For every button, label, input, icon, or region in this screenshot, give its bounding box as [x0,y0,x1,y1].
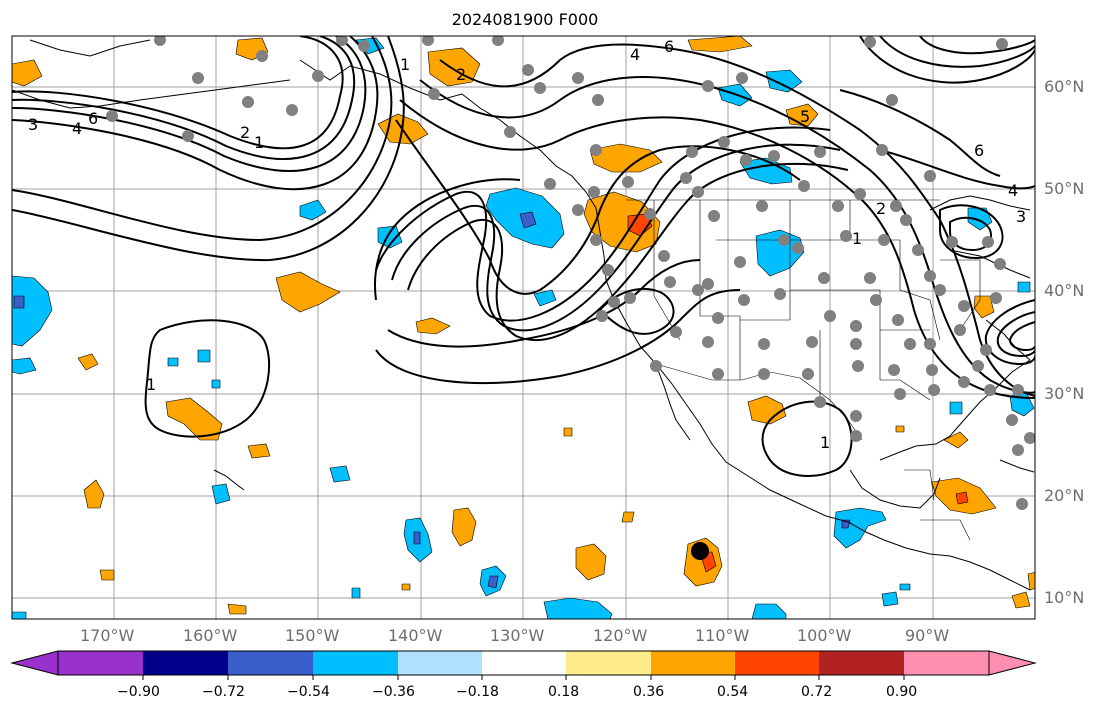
lon-label: 110°W [695,626,750,645]
lat-label: 20°N [1044,486,1085,505]
colorbar-tick-label: 0.36 [633,684,665,700]
contour-label: 2 [876,199,886,218]
station-markers [106,36,1035,510]
contour-label: 6 [664,37,674,56]
highlight-marker [691,542,709,560]
colorbar-tick-label: 0.72 [801,684,833,700]
lat-label: 60°N [1044,77,1085,96]
colorbar-extend-min [10,650,59,676]
lat-label: 10°N [1044,588,1085,607]
contour-label: 3 [28,115,38,134]
contour-label: 1 [400,55,410,74]
contour-label: 1 [820,433,830,452]
colorbar-tick-label: −0.18 [456,684,499,700]
lon-label: 150°W [285,626,340,645]
lon-label: 120°W [593,626,648,645]
contour-label-group: 6 4 3 2 1 1 2 6 4 3 2 1 1 1 4 5 6 [28,37,1026,452]
contour-label: 4 [72,119,82,138]
map-frame [11,35,1036,620]
lon-label: 100°W [797,626,852,645]
colorbar-tick-label: 0.18 [548,684,580,700]
lon-label: 170°W [80,626,135,645]
map-title: 2024081900 F000 [451,10,599,29]
lon-label: 160°W [183,626,238,645]
colorbar-tick-label: −0.54 [287,684,330,700]
colorbar-tick-label: 0.54 [717,684,749,700]
lat-label: 40°N [1044,281,1085,300]
colorbar-tick-label: 0.90 [886,684,918,700]
contour-label: 4 [630,45,640,64]
coastlines [12,39,1035,591]
colorbar-tick-label: −0.36 [372,684,415,700]
lon-label: 140°W [388,626,443,645]
contour-label: 1 [254,133,264,152]
lon-label: 90°W [905,626,950,645]
colorbar-extend-max [988,650,1037,676]
contour-label: 1 [852,229,862,248]
contour-label: 5 [800,107,810,126]
contour-label: 4 [1008,181,1018,200]
contour-label: 2 [240,123,250,142]
contour-label: 6 [974,141,984,160]
colorbar-tick-label: −0.90 [117,684,160,700]
contour-lines [12,36,1035,477]
contour-label: 2 [456,65,466,84]
colorbar [10,650,1037,680]
colorbar-tick-label: −0.72 [202,684,245,700]
lon-label: 130°W [490,626,545,645]
lat-label: 30°N [1044,384,1085,403]
contour-label: 3 [1016,207,1026,226]
contour-label: 1 [146,375,156,394]
contour-label: 6 [88,109,98,128]
lat-label: 50°N [1044,179,1085,198]
